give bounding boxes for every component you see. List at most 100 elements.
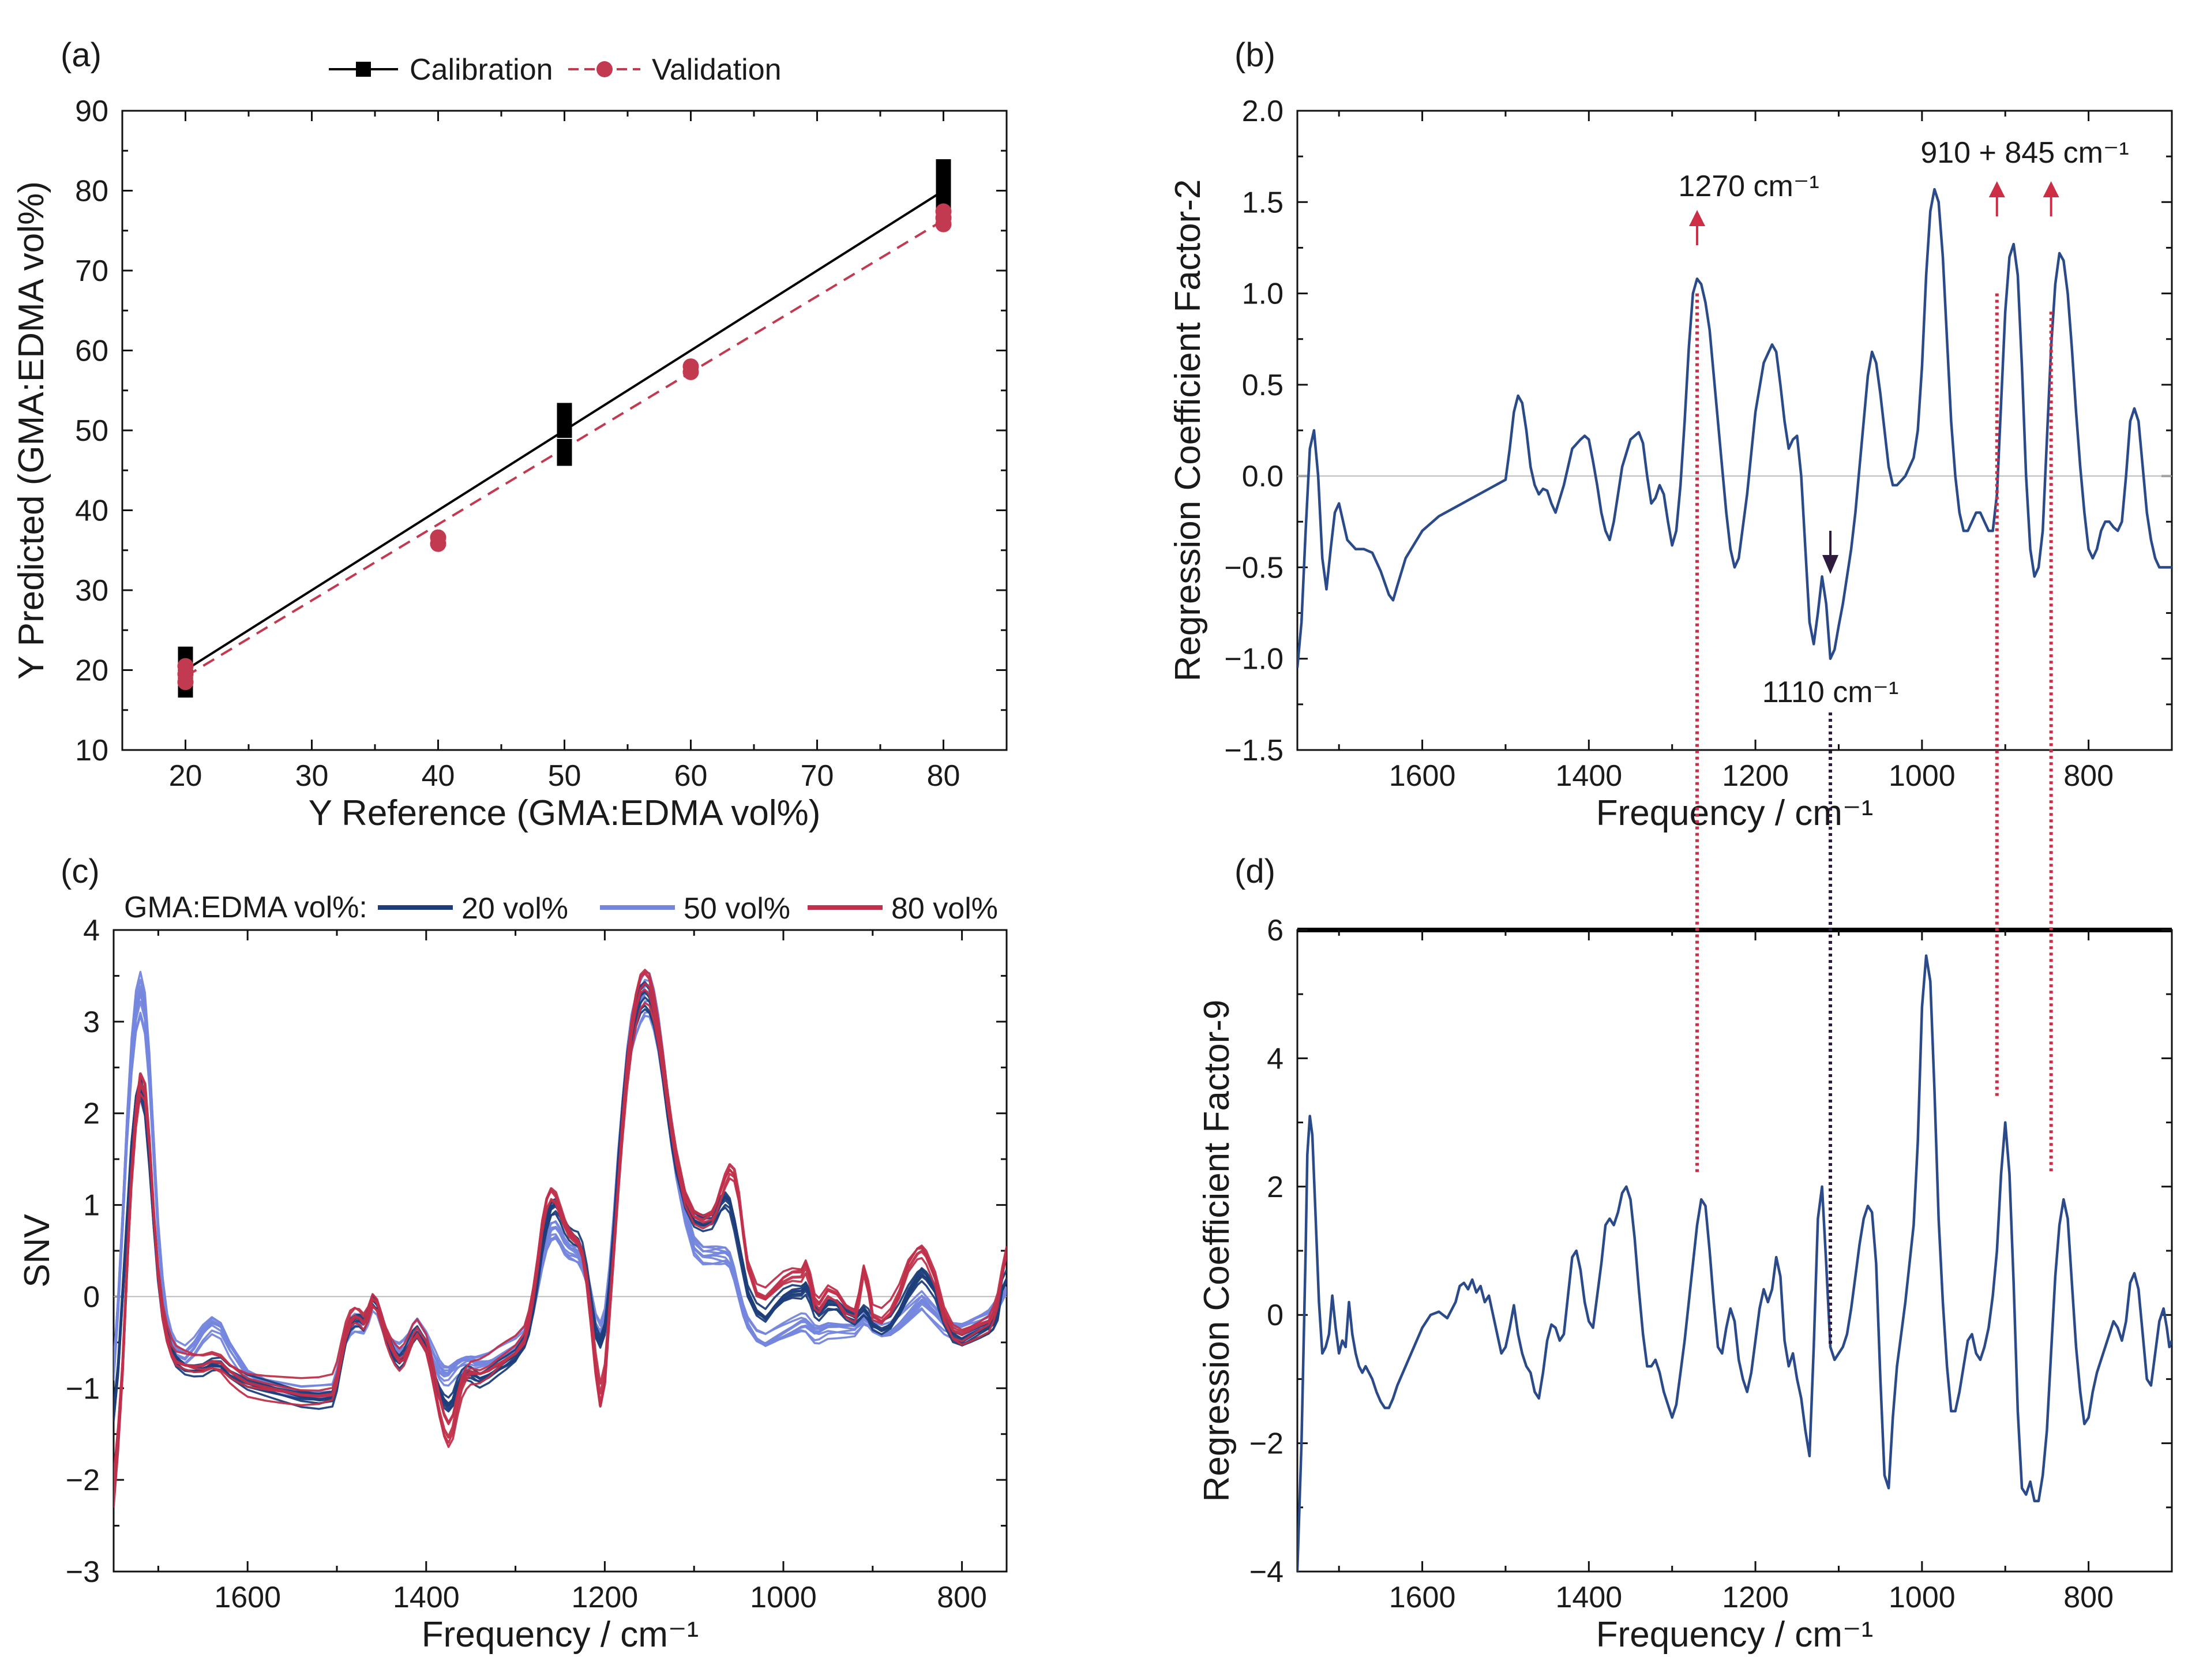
a-legend-validation-marker: [596, 61, 613, 77]
b-ytick-label: −1.5: [1224, 734, 1283, 767]
b-xtick-label: 1400: [1555, 759, 1622, 793]
a-legend-calibration-label: Calibration: [410, 53, 553, 87]
c-spectrum-50-line: [114, 1000, 1007, 1395]
b-ytick-label: −1.0: [1224, 643, 1283, 676]
a-validation-point: [682, 358, 699, 375]
c-ytick-label: 4: [83, 914, 100, 947]
c-xtick-label: 1000: [750, 1581, 817, 1614]
d-xtick-label: 800: [2063, 1581, 2114, 1614]
a-validation-point: [935, 203, 952, 220]
d-ytick-label: −2: [1249, 1427, 1283, 1461]
c-spectrum-80-line: [114, 1002, 1007, 1475]
a-panel-label: (a): [61, 36, 102, 74]
b-panel-label: (b): [1234, 36, 1275, 74]
c-legend-label-1: 50 vol%: [684, 892, 790, 925]
b-y-axis-label: Regression Coefficient Factor-2: [1168, 179, 1208, 682]
b-arrow-910-head: [1988, 181, 2005, 197]
a-x-axis-label: Y Reference (GMA:EDMA vol%): [309, 793, 821, 833]
c-spectrum-50-line: [114, 989, 1007, 1397]
c-ytick-label: 1: [83, 1189, 100, 1222]
a-xtick-label: 20: [169, 759, 202, 793]
c-spectrum-20-line: [114, 982, 1007, 1416]
c-ytick-label: 3: [83, 1006, 100, 1039]
b-x-axis-label: Frequency / cm⁻¹: [1596, 793, 1874, 833]
chart-c: −3 −2 −1 0 1 2 3 4 1600 1400 1200 1000 800 Frequency …: [17, 853, 1008, 1655]
c-spectrum-50-line: [114, 970, 1007, 1401]
c-spectrum-20-line: [114, 982, 1007, 1413]
d-ytick-label: 6: [1267, 914, 1283, 947]
chart-d: −4 −2 0 2 4 6 1600 1400 1200 1000 800 Frequency / c…: [1197, 853, 2173, 1655]
d-xtick-label: 1600: [1389, 1581, 1456, 1614]
b-ytick-label: 1.0: [1242, 278, 1283, 311]
a-xtick-label: 70: [801, 759, 834, 793]
a-calibration-point: [557, 438, 572, 454]
c-spectrum-80-line: [114, 982, 1007, 1502]
c-ytick-label: −2: [66, 1464, 100, 1497]
d-coefficient-line: [1297, 954, 2172, 1572]
b-ytick-label: 0.0: [1242, 460, 1283, 493]
chart-b: −1.5 −1.0 −0.5 0.0 0.5 1.0 1.5 2.0 1600 1400 1200 1…: [1168, 36, 2173, 833]
c-legend-label-0: 20 vol%: [461, 892, 568, 925]
a-ytick-label: 90: [75, 95, 108, 128]
c-spectrum-50-line: [114, 991, 1007, 1400]
b-ytick-label: 0.5: [1242, 369, 1283, 402]
b-xtick-label: 1600: [1389, 759, 1456, 793]
b-ytick-label: −0.5: [1224, 551, 1283, 584]
c-ytick-label: 2: [83, 1097, 100, 1131]
d-ytick-label: 2: [1267, 1171, 1283, 1204]
d-ytick-label: 0: [1267, 1299, 1283, 1332]
a-ytick-label: 70: [75, 254, 108, 288]
a-ytick-label: 40: [75, 494, 108, 528]
a-xtick-label: 30: [295, 759, 329, 793]
a-xtick-label: 50: [548, 759, 581, 793]
a-y-axis-label: Y Predicted (GMA:EDMA vol%): [12, 181, 51, 680]
d-x-axis-label: Frequency / cm⁻¹: [1596, 1615, 1874, 1655]
c-spectrum-80-line: [114, 969, 1007, 1508]
a-ytick-label: 30: [75, 574, 108, 608]
a-calibration-point: [557, 403, 572, 418]
a-xtick-label: 60: [674, 759, 708, 793]
b-annotation-1270: 1270 cm⁻¹: [1678, 170, 1819, 203]
c-legend: GMA:EDMA vol%: 20 vol% 50 vol% 80 vol%: [124, 891, 998, 925]
c-spectrum-50-line: [114, 978, 1007, 1398]
a-legend-calibration-marker: [356, 62, 371, 77]
c-legend-label-2: 80 vol%: [891, 892, 998, 925]
d-y-axis-label: Regression Coefficient Factor-9: [1197, 1000, 1237, 1502]
a-xtick-label: 40: [422, 759, 455, 793]
d-ytick-label: −4: [1249, 1555, 1283, 1589]
c-x-axis-label: Frequency / cm⁻¹: [422, 1615, 699, 1655]
c-spectrum-50-line: [114, 992, 1007, 1388]
b-arrow-1110-head: [1822, 555, 1839, 574]
a-ytick-label: 20: [75, 654, 108, 688]
a-ytick-label: 80: [75, 175, 108, 208]
a-ytick-label: 60: [75, 335, 108, 368]
c-legend-title: GMA:EDMA vol%:: [124, 891, 367, 924]
b-arrow-845-head: [2043, 181, 2059, 197]
c-spectrum-20-line: [114, 981, 1007, 1419]
a-legend-validation-label: Validation: [652, 53, 782, 87]
d-ytick-label: 4: [1267, 1042, 1283, 1075]
d-xtick-label: 1400: [1555, 1581, 1622, 1614]
c-xtick-label: 1400: [393, 1581, 460, 1614]
d-plot-frame: [1296, 929, 2173, 1573]
c-panel-label: (c): [61, 853, 100, 890]
c-ytick-label: −1: [66, 1372, 100, 1405]
c-xtick-label: 800: [937, 1581, 987, 1614]
a-ytick-label: 10: [75, 734, 108, 767]
c-xtick-label: 1600: [214, 1581, 281, 1614]
b-annotation-910-845: 910 + 845 cm⁻¹: [1920, 136, 2129, 170]
b-ytick-label: 1.5: [1242, 186, 1283, 219]
c-plot-frame: [112, 929, 1008, 1573]
a-xtick-label: 80: [927, 759, 960, 793]
chart-a: 10 20 30 40 50 60 70 80 90 20 30 40 50 60 70 80 Y Refere…: [12, 36, 1008, 833]
c-ytick-label: −3: [66, 1555, 100, 1589]
b-arrow-1270-head: [1689, 210, 1706, 226]
d-xtick-label: 1200: [1722, 1581, 1789, 1614]
c-spectrum-80-line: [114, 988, 1007, 1482]
a-calibration-point: [936, 159, 951, 174]
b-annotation-1110: 1110 cm⁻¹: [1762, 676, 1899, 709]
a-ytick-label: 50: [75, 414, 108, 448]
b-xtick-label: 1200: [1722, 759, 1789, 793]
b-xtick-label: 1000: [1889, 759, 1956, 793]
